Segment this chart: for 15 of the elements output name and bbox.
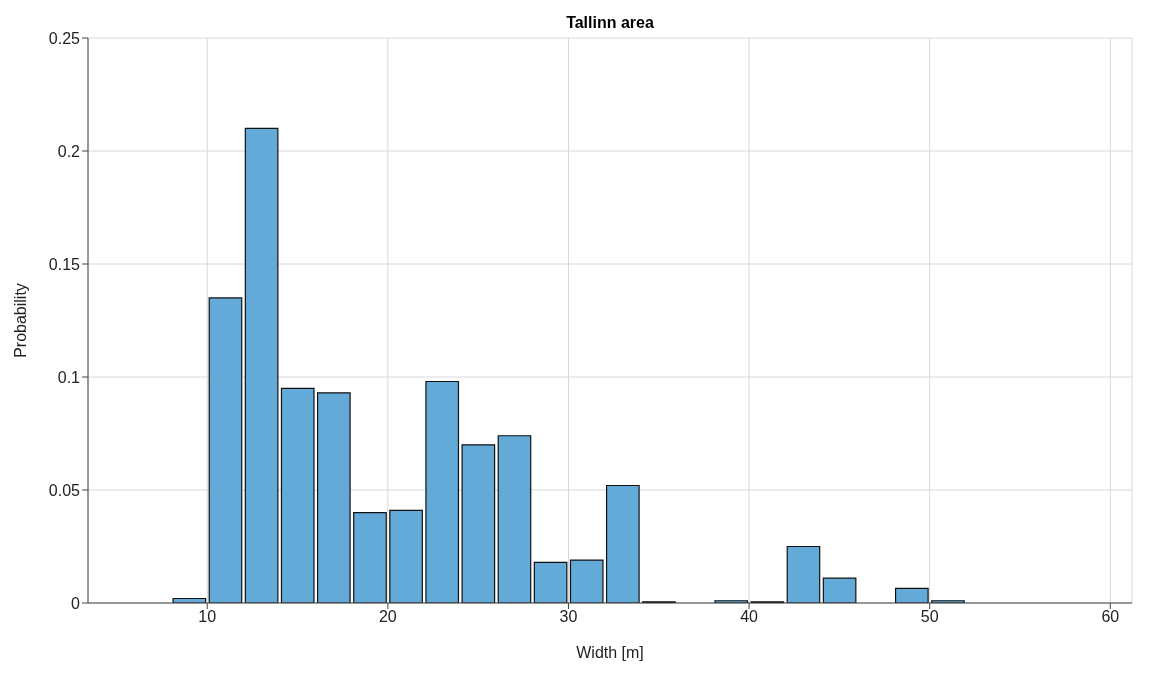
y-tick-label: 0.25 (48, 29, 81, 47)
y-tick-label: 0.15 (48, 255, 81, 273)
x-tick-label: 50 (920, 608, 939, 626)
y-tick-label: 0.1 (57, 368, 81, 386)
y-tick-label: 0 (71, 594, 81, 612)
y-axis-title: Probability (11, 283, 29, 358)
chart-title: Tallinn area (565, 14, 655, 32)
x-tick-label: 20 (378, 608, 397, 626)
y-tick-label: 0.05 (48, 481, 81, 499)
x-tick-label: 40 (740, 608, 759, 626)
x-tick-label: 60 (1101, 608, 1120, 626)
x-tick-label: 30 (559, 608, 578, 626)
x-tick-label: 10 (198, 608, 217, 626)
y-tick-label: 0.2 (57, 142, 81, 160)
x-axis-title: Width [m] (576, 644, 644, 661)
